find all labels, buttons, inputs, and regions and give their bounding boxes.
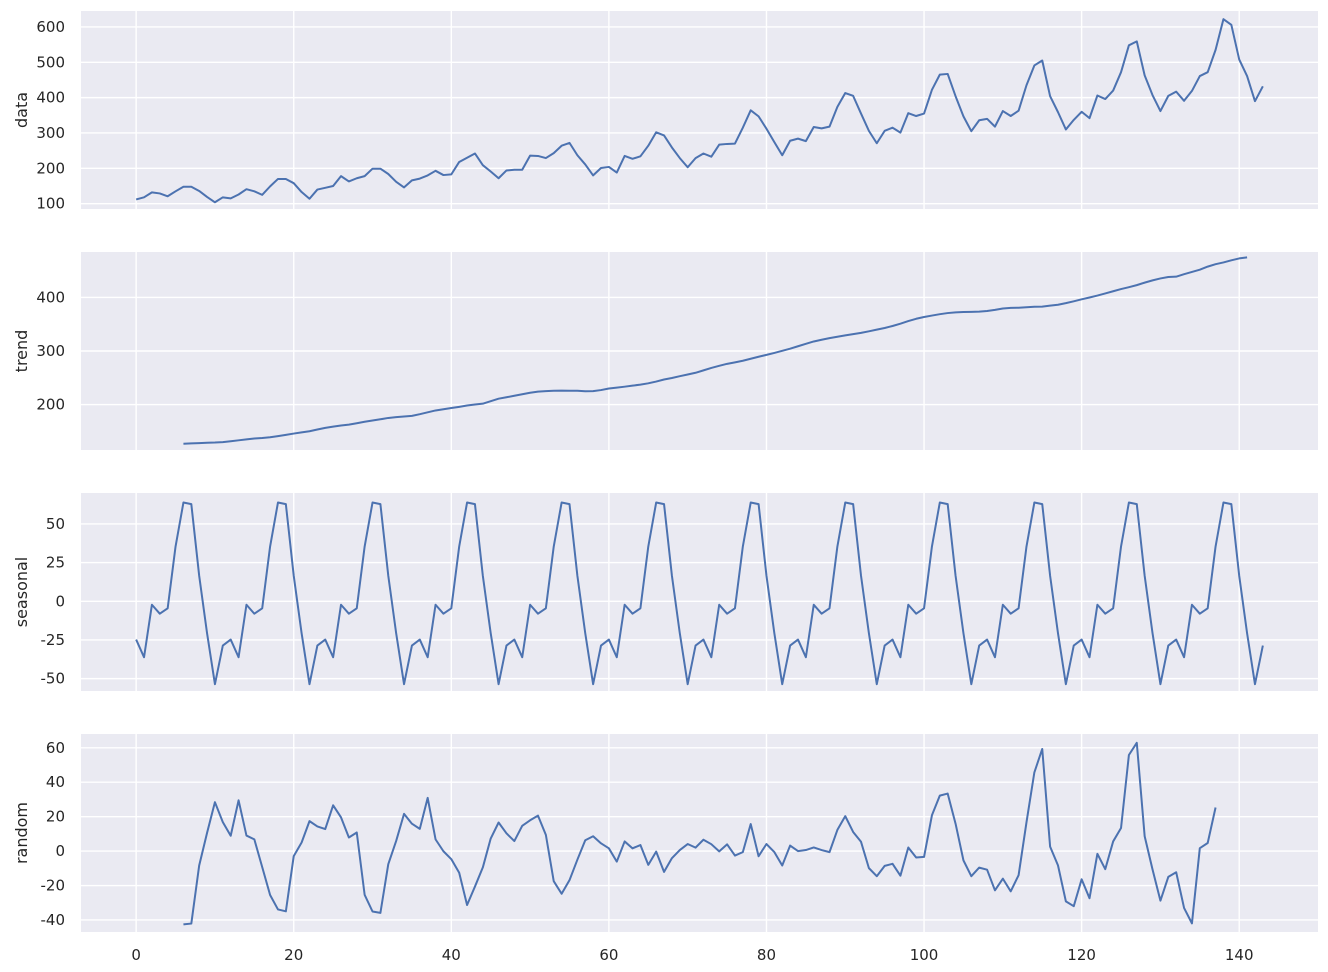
series-line-seasonal — [135, 501, 1264, 686]
y-tick-label: 600 — [36, 18, 65, 36]
y-tick-label: 0 — [55, 842, 65, 860]
y-tick-label: 300 — [36, 124, 65, 142]
x-tick-label: 40 — [442, 946, 461, 964]
y-axis-label: data — [12, 92, 31, 128]
y-tick-label: 400 — [36, 89, 65, 107]
y-tick-label: 25 — [46, 554, 65, 572]
y-tick-label: -50 — [41, 670, 66, 688]
y-tick-label: -25 — [41, 631, 66, 649]
x-tick-label: 120 — [1067, 946, 1096, 964]
x-tick-label: 20 — [284, 946, 303, 964]
x-tick-label: 100 — [910, 946, 939, 964]
y-axis-label: seasonal — [12, 557, 31, 628]
y-tick-label: 300 — [36, 342, 65, 360]
x-tick-label: 140 — [1225, 946, 1254, 964]
y-tick-label: 500 — [36, 53, 65, 71]
y-tick-label: 40 — [46, 773, 65, 791]
panel-seasonal: -50 -25 0 25 50 seasonal — [12, 493, 1318, 691]
plot-area — [81, 493, 1318, 691]
y-tick-label: 200 — [36, 159, 65, 177]
panel-random: -40 -20 0 20 40 60 0 20 40 60 80 100 120 140 random — [12, 734, 1318, 964]
plot-area — [81, 734, 1318, 932]
y-tick-label: -20 — [41, 877, 66, 895]
y-axis-label: trend — [12, 330, 31, 373]
y-tick-label: 100 — [36, 195, 65, 213]
panel-data: 100 200 300 400 500 600 data — [12, 11, 1318, 213]
series-line-random — [183, 741, 1217, 926]
y-tick-label: 50 — [46, 515, 65, 533]
x-tick-label: 0 — [131, 946, 141, 964]
x-tick-label: 80 — [757, 946, 776, 964]
y-tick-label: 60 — [46, 739, 65, 757]
series-line-trend — [183, 256, 1248, 445]
y-tick-label: 0 — [55, 592, 65, 610]
y-tick-label: 200 — [36, 396, 65, 414]
panel-trend: 200 300 400 trend — [12, 252, 1318, 450]
series-line-data — [135, 18, 1264, 204]
y-tick-label: 20 — [46, 808, 65, 826]
y-tick-label: -40 — [41, 911, 66, 929]
y-axis-label: random — [12, 802, 31, 864]
plot-area — [81, 11, 1318, 209]
x-tick-label: 60 — [599, 946, 618, 964]
y-tick-label: 400 — [36, 288, 65, 306]
